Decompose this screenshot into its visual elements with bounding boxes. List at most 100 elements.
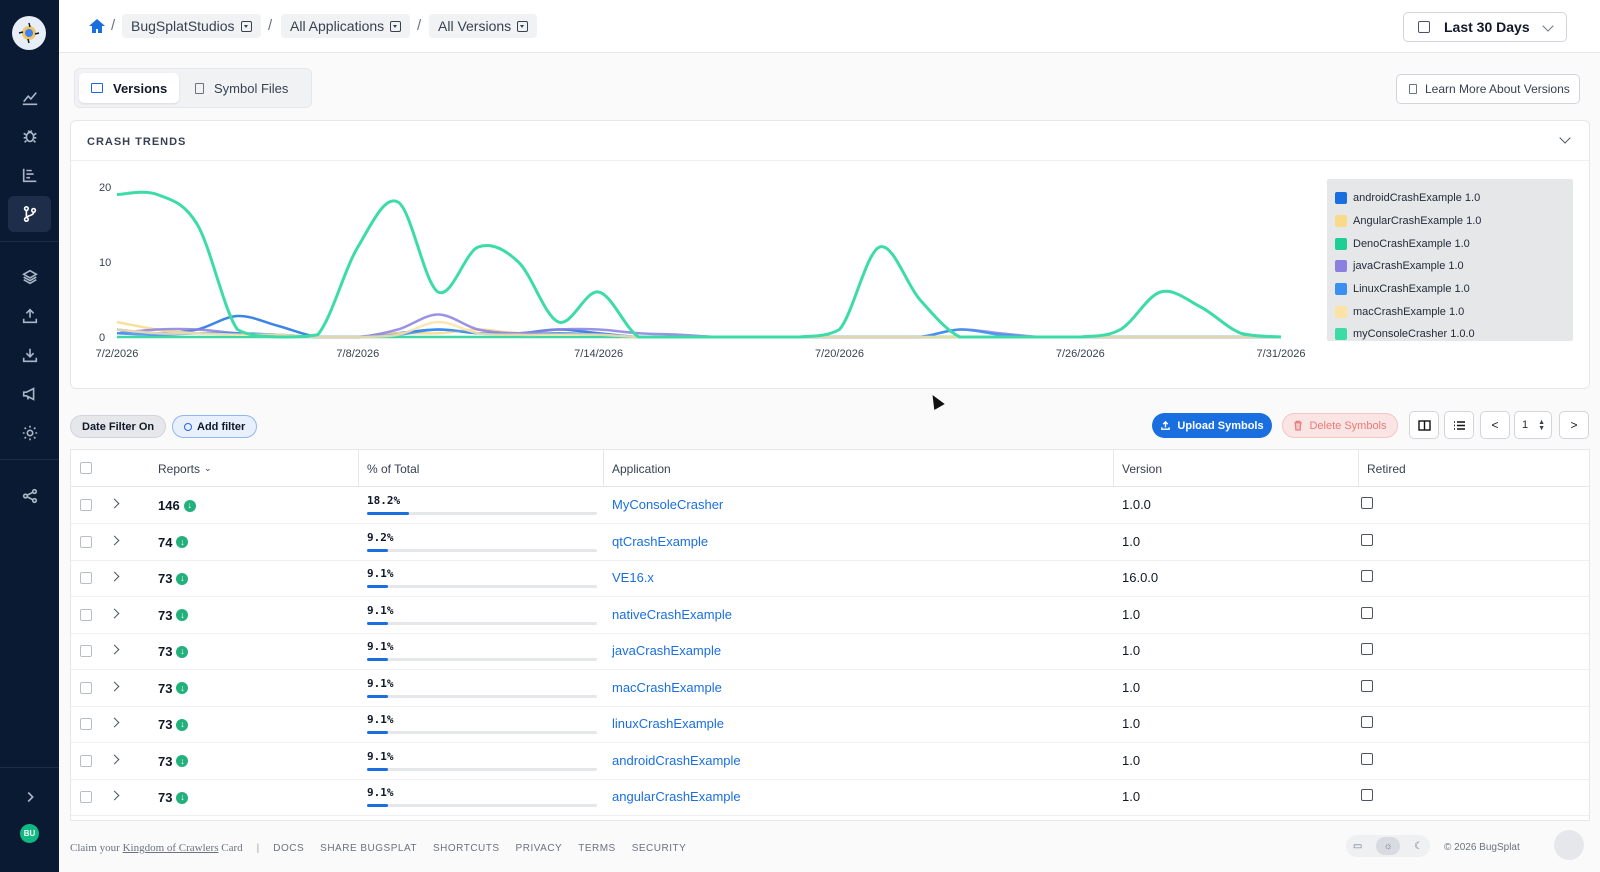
legend-item[interactable]: AngularCrashExample 1.0 xyxy=(1335,210,1565,233)
breadcrumb-apps-dropdown[interactable]: All Applications xyxy=(281,14,411,38)
download-icon[interactable]: ↓ xyxy=(176,791,189,804)
tab-symbol-files[interactable]: Symbol Files xyxy=(183,73,300,103)
table-row[interactable]: 73 ↓ 9.1% linuxCrashExample 1.0 xyxy=(71,706,1589,743)
row-checkbox[interactable] xyxy=(80,499,92,511)
expand-row-chevron-icon[interactable] xyxy=(109,571,120,582)
user-avatar[interactable]: BU xyxy=(20,824,39,843)
expand-row-chevron-icon[interactable] xyxy=(109,681,120,691)
header-percent[interactable]: % of Total xyxy=(367,450,419,487)
stack-layers-icon[interactable] xyxy=(8,259,51,295)
row-checkbox[interactable] xyxy=(80,681,92,694)
row-checkbox[interactable] xyxy=(80,791,92,803)
date-range-picker[interactable]: Last 30 Days xyxy=(1403,12,1567,42)
light-mode-icon[interactable]: ☼ xyxy=(1376,837,1401,855)
add-filter-button[interactable]: Add filter xyxy=(172,415,258,438)
application-link[interactable]: nativeCrashExample xyxy=(612,606,732,622)
legend-item[interactable]: myConsoleCrasher 1.0.0 xyxy=(1335,323,1565,346)
stepper-icon[interactable]: ▲ ▼ xyxy=(1538,419,1545,432)
upload-tray-icon[interactable] xyxy=(8,298,51,334)
application-link[interactable]: qtCrashExample xyxy=(612,533,709,549)
reports-count[interactable]: 73 ↓ xyxy=(158,608,189,623)
retired-checkbox[interactable] xyxy=(1361,497,1373,509)
retired-checkbox[interactable] xyxy=(1361,533,1373,546)
header-application[interactable]: Application xyxy=(612,450,671,487)
legend-item[interactable]: javaCrashExample 1.0 xyxy=(1335,255,1565,278)
row-checkbox[interactable] xyxy=(80,608,92,621)
reports-count[interactable]: 73 ↓ xyxy=(158,681,189,696)
upload-symbols-button[interactable]: Upload Symbols xyxy=(1152,413,1272,438)
row-checkbox[interactable] xyxy=(80,754,92,767)
legend-item[interactable]: DenoCrashExample 1.0 xyxy=(1335,232,1565,255)
breadcrumb-org-dropdown[interactable]: BugSplatStudios xyxy=(122,14,261,38)
home-icon[interactable] xyxy=(87,16,107,36)
legend-item[interactable]: androidCrashExample 1.0 xyxy=(1335,187,1565,210)
footer-link-share[interactable]: SHARE BUGSPLAT xyxy=(320,842,417,854)
megaphone-icon[interactable] xyxy=(8,376,51,412)
table-row[interactable]: 73 ↓ 9.1% VE16.x 16.0.0 xyxy=(71,560,1589,597)
reports-count[interactable]: 73 ↓ xyxy=(158,571,189,586)
table-row[interactable]: 73 ↓ 9.1% androidCrashExample 1.0 xyxy=(71,743,1589,780)
reports-count[interactable]: 73 ↓ xyxy=(158,790,189,805)
footer-link-shortcuts[interactable]: SHORTCUTS xyxy=(433,842,500,854)
footer-link-docs[interactable]: DOCS xyxy=(273,842,305,854)
reports-count[interactable]: 73 ↓ xyxy=(158,754,189,769)
retired-checkbox[interactable] xyxy=(1361,716,1373,728)
series-line[interactable] xyxy=(116,190,1282,339)
expand-row-chevron-icon[interactable] xyxy=(109,535,120,545)
header-reports[interactable]: Reports ⌄ xyxy=(158,450,212,487)
moon-icon[interactable]: ☾ xyxy=(1414,840,1424,852)
dashboard-chart-icon[interactable] xyxy=(8,80,51,116)
application-link[interactable]: linuxCrashExample xyxy=(612,716,724,731)
table-row[interactable]: 73 ↓ 9.1% angularCrashExample 1.0 xyxy=(71,779,1589,816)
delete-symbols-button[interactable]: Delete Symbols xyxy=(1282,413,1398,438)
bugsplat-logo[interactable] xyxy=(12,16,46,50)
learn-more-button[interactable]: Learn More About Versions xyxy=(1396,74,1580,104)
next-page-button[interactable]: > xyxy=(1559,411,1589,439)
date-filter-pill[interactable]: Date Filter On xyxy=(70,415,167,438)
reports-count[interactable]: 73 ↓ xyxy=(158,717,189,732)
legend-item[interactable]: macCrashExample 1.0 xyxy=(1335,300,1565,323)
retired-checkbox[interactable] xyxy=(1361,606,1373,619)
expand-row-chevron-icon[interactable] xyxy=(109,790,120,801)
footer-link-privacy[interactable]: PRIVACY xyxy=(515,842,563,854)
download-icon[interactable]: ↓ xyxy=(176,572,189,585)
versions-branch-icon[interactable] xyxy=(8,196,51,232)
header-retired[interactable]: Retired xyxy=(1367,450,1406,487)
prev-page-button[interactable]: < xyxy=(1480,411,1510,439)
expand-row-chevron-icon[interactable] xyxy=(109,498,120,509)
monitor-icon[interactable]: ▭ xyxy=(1352,840,1363,852)
row-checkbox[interactable] xyxy=(80,645,92,657)
download-icon[interactable]: ↓ xyxy=(183,499,196,512)
application-link[interactable]: javaCrashExample xyxy=(612,643,722,658)
page-number-input[interactable]: 1 ▲ ▼ xyxy=(1514,411,1552,439)
table-row[interactable]: 73 ↓ 9.1% javaCrashExample 1.0 xyxy=(71,633,1589,670)
table-row[interactable]: 146 ↓ 18.2% MyConsoleCrasher 1.0.0 xyxy=(71,487,1589,524)
column-layout-button[interactable] xyxy=(1409,411,1439,439)
row-checkbox[interactable] xyxy=(80,535,92,548)
settings-gear-icon[interactable] xyxy=(8,415,51,451)
table-row[interactable]: 73 ↓ 9.1% macCrashExample 1.0 xyxy=(71,670,1589,707)
legend-item[interactable]: LinuxCrashExample 1.0 xyxy=(1335,278,1565,301)
download-icon[interactable]: ↓ xyxy=(176,645,189,658)
retired-checkbox[interactable] xyxy=(1361,789,1373,801)
application-link[interactable]: angularCrashExample xyxy=(612,789,741,804)
download-icon[interactable]: ↓ xyxy=(176,682,189,694)
download-icon[interactable]: ↓ xyxy=(176,755,189,767)
list-settings-button[interactable] xyxy=(1444,411,1474,439)
table-row[interactable]: 74 ↓ 9.2% qtCrashExample 1.0 xyxy=(71,524,1589,561)
application-link[interactable]: VE16.x xyxy=(612,570,654,585)
panel-header[interactable]: CRASH TRENDS xyxy=(71,121,1589,161)
application-link[interactable]: MyConsoleCrasher xyxy=(612,497,724,512)
share-nodes-icon[interactable] xyxy=(8,478,51,514)
download-icon[interactable]: ↓ xyxy=(176,609,189,621)
header-version[interactable]: Version xyxy=(1122,450,1162,487)
application-link[interactable]: androidCrashExample xyxy=(612,752,741,768)
row-checkbox[interactable] xyxy=(80,718,92,730)
footer-link-terms[interactable]: TERMS xyxy=(578,842,616,854)
download-icon[interactable]: ↓ xyxy=(176,536,189,548)
row-checkbox[interactable] xyxy=(80,572,92,584)
breadcrumb-versions-dropdown[interactable]: All Versions xyxy=(429,14,538,38)
retired-checkbox[interactable] xyxy=(1361,679,1373,692)
summary-bar-icon[interactable] xyxy=(8,157,51,193)
collapse-chevron-icon[interactable] xyxy=(1559,132,1571,144)
